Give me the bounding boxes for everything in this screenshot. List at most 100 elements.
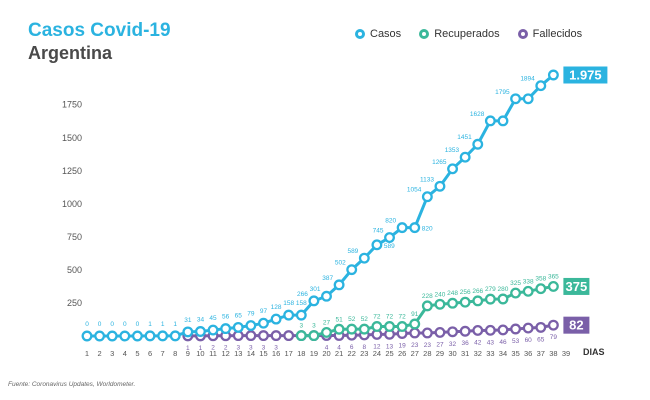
- x-tick-label: 8: [173, 349, 177, 358]
- data-label-fallecidos: 3: [236, 345, 240, 352]
- data-label-recuperados: 266: [472, 288, 483, 295]
- data-point-recuperados: [472, 295, 484, 307]
- x-tick-label: 25: [385, 349, 393, 358]
- data-point-recuperados: [358, 323, 370, 335]
- data-point-casos: [157, 330, 169, 342]
- data-label-fallecidos: 3: [274, 345, 278, 352]
- data-point-recuperados: [434, 298, 446, 310]
- data-point-fallecidos: [283, 330, 295, 342]
- x-tick-label: 3: [110, 349, 114, 358]
- data-label-casos: 128: [271, 304, 282, 311]
- x-tick-label: 9: [186, 349, 190, 358]
- data-label-casos: 1795: [495, 89, 510, 96]
- end-badge-label-casos: 1.975: [569, 68, 602, 83]
- data-label-casos: 1133: [420, 176, 434, 183]
- data-label-fallecidos: 2: [224, 345, 228, 352]
- x-tick-label: 28: [423, 349, 431, 358]
- data-point-recuperados: [497, 293, 509, 305]
- x-tick-label: 2: [98, 349, 102, 358]
- data-label-casos: 387: [322, 275, 333, 282]
- source-note: Fuente: Coronavirus Updates, Worldometer…: [8, 381, 136, 388]
- data-label-recuperados: 52: [348, 316, 356, 323]
- data-label-casos: 31: [184, 317, 192, 324]
- data-point-casos: [535, 80, 547, 92]
- end-badge-casos: [563, 66, 608, 84]
- data-point-recuperados: [547, 280, 559, 292]
- x-tick-label: 27: [411, 349, 419, 358]
- data-label-recuperados: 3: [299, 323, 303, 330]
- data-point-recuperados: [371, 321, 383, 332]
- data-point-fallecidos: [270, 330, 282, 342]
- data-label-fallecidos: 6: [350, 344, 354, 351]
- data-point-casos: [346, 264, 358, 276]
- data-point-recuperados: [459, 296, 471, 308]
- data-point-fallecidos: [421, 327, 433, 339]
- data-label-casos: 1054: [407, 187, 422, 194]
- data-label-casos: 158: [296, 300, 307, 307]
- data-label-casos: 79: [247, 311, 255, 318]
- data-point-fallecidos: [258, 330, 269, 342]
- data-label-fallecidos: 4: [325, 344, 329, 351]
- data-label-fallecidos: 65: [537, 336, 545, 343]
- legend-marker-fallecidos: [517, 29, 528, 39]
- data-label-fallecidos: 2: [211, 345, 215, 352]
- data-label-casos: 34: [197, 317, 205, 324]
- data-label-casos: 589: [347, 248, 358, 255]
- data-point-casos: [472, 138, 484, 150]
- data-point-recuperados: [308, 330, 320, 342]
- data-label-casos: 589: [384, 243, 395, 250]
- data-point-casos: [220, 323, 232, 335]
- chart-subtitle: Argentina: [28, 43, 113, 63]
- data-point-casos: [119, 330, 131, 342]
- legend-label-fallecidos: Fallecidos: [532, 28, 583, 40]
- data-point-casos: [384, 232, 395, 243]
- data-point-fallecidos: [522, 322, 534, 334]
- data-label-casos: 158: [283, 300, 294, 307]
- data-point-casos: [510, 93, 522, 105]
- y-tick-label: 750: [67, 232, 82, 242]
- data-label-casos: 1: [173, 321, 177, 328]
- data-label-recuperados: 358: [535, 276, 546, 283]
- x-tick-label: 22: [348, 349, 356, 358]
- data-label-fallecidos: 1: [186, 345, 190, 352]
- data-point-casos: [447, 163, 459, 175]
- x-tick-label: 35: [511, 349, 519, 358]
- data-point-recuperados: [510, 287, 522, 299]
- data-label-fallecidos: 79: [550, 334, 558, 341]
- data-label-recuperados: 365: [548, 273, 559, 280]
- data-label-fallecidos: 23: [411, 342, 419, 349]
- data-label-fallecidos: 36: [462, 340, 470, 347]
- data-label-recuperados: 248: [447, 290, 458, 297]
- data-label-fallecidos: 53: [512, 338, 520, 345]
- data-point-recuperados: [333, 323, 345, 335]
- data-label-recuperados: 72: [373, 313, 381, 320]
- data-point-fallecidos: [434, 326, 446, 338]
- data-label-casos: 820: [422, 226, 433, 233]
- data-point-casos: [106, 330, 118, 342]
- data-point-casos: [131, 330, 143, 342]
- data-point-casos: [459, 151, 471, 163]
- data-point-recuperados: [346, 323, 358, 335]
- x-tick-label: 24: [373, 349, 381, 358]
- data-point-casos: [497, 115, 509, 127]
- x-tick-label: 33: [486, 349, 494, 358]
- data-label-fallecidos: 60: [525, 337, 533, 344]
- data-point-fallecidos: [484, 324, 496, 336]
- data-point-fallecidos: [409, 327, 421, 339]
- data-label-casos: 745: [373, 228, 384, 235]
- x-tick-label: 12: [221, 349, 229, 358]
- data-point-fallecidos: [497, 324, 509, 336]
- data-label-fallecidos: 8: [363, 344, 367, 351]
- legend-marker-recuperados: [419, 29, 430, 39]
- x-tick-label: 26: [398, 349, 406, 358]
- chart-legend: Casos Recuperados Fallecidos: [355, 28, 582, 40]
- data-label-casos: 820: [385, 218, 396, 225]
- data-label-recuperados: 280: [498, 286, 509, 293]
- data-point-casos: [232, 321, 244, 333]
- legend-item-casos: Casos: [355, 28, 401, 40]
- data-point-casos: [258, 317, 269, 329]
- x-tick-label: 16: [272, 349, 280, 358]
- data-point-casos: [333, 279, 345, 291]
- data-point-recuperados: [421, 300, 433, 312]
- x-tick-label: 34: [499, 349, 507, 358]
